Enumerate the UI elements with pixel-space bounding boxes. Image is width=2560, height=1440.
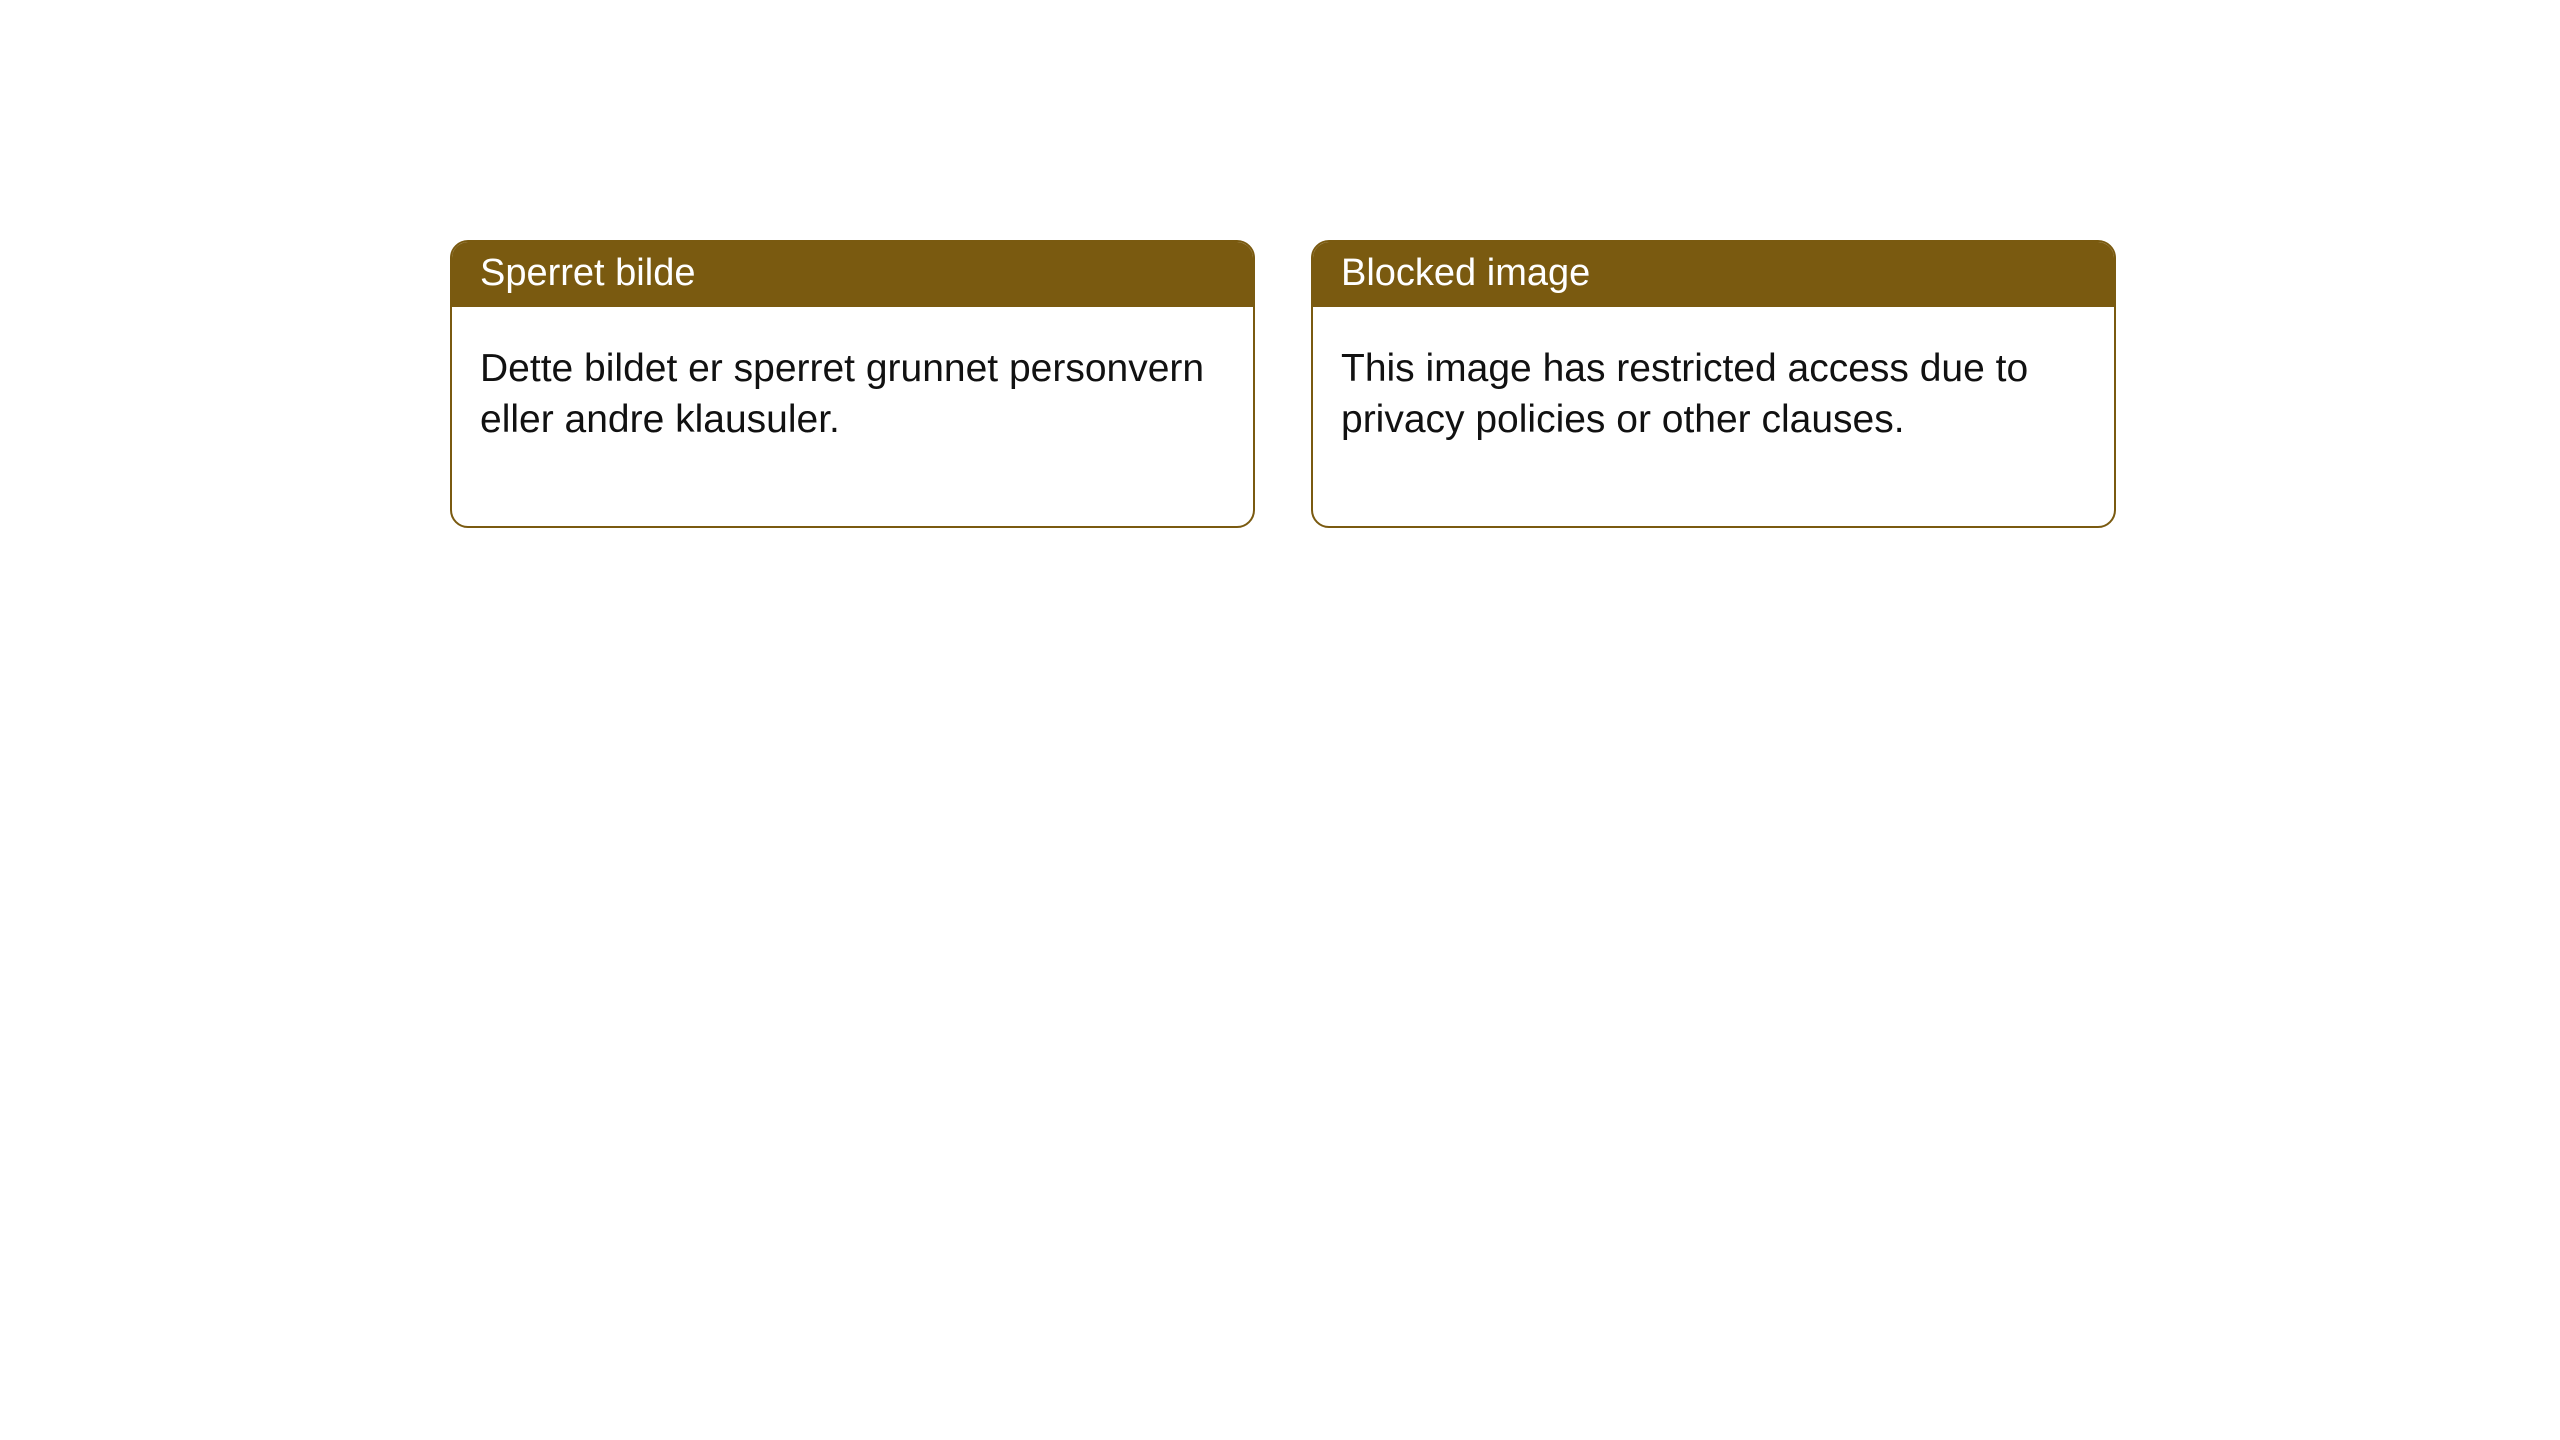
notice-card-title: Blocked image <box>1313 242 2114 307</box>
notice-card-body: This image has restricted access due to … <box>1313 307 2114 526</box>
notice-card-no: Sperret bilde Dette bildet er sperret gr… <box>450 240 1255 528</box>
notice-card-title: Sperret bilde <box>452 242 1253 307</box>
notice-container: Sperret bilde Dette bildet er sperret gr… <box>0 0 2560 528</box>
notice-card-en: Blocked image This image has restricted … <box>1311 240 2116 528</box>
notice-card-body: Dette bildet er sperret grunnet personve… <box>452 307 1253 526</box>
